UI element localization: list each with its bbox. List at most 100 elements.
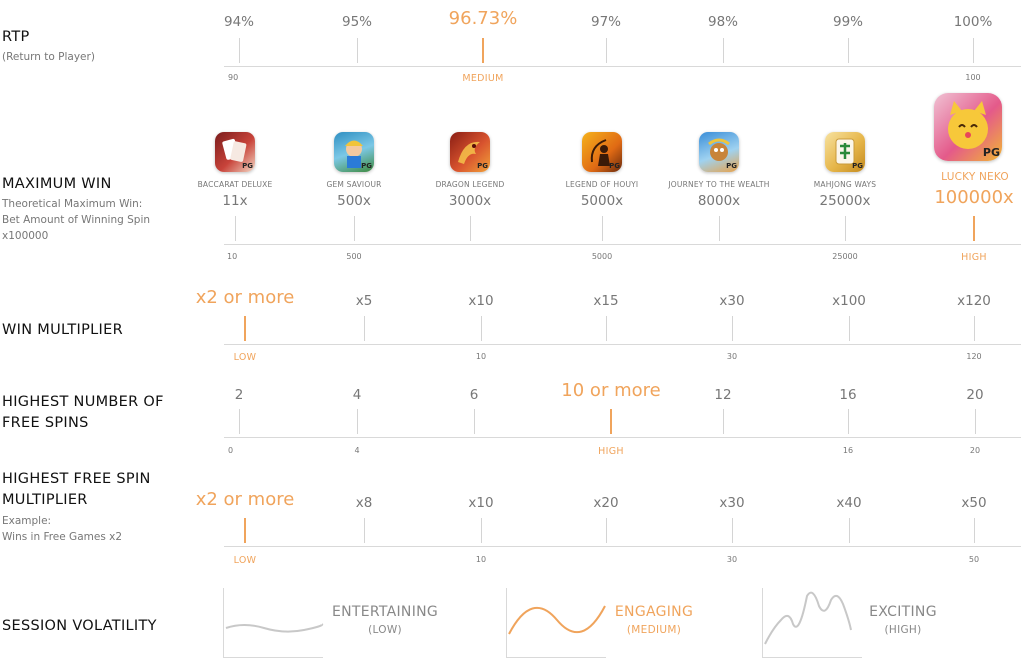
- win-multiplier-tick: [364, 316, 365, 341]
- lucky-neko-icon[interactable]: PG: [934, 93, 1002, 161]
- dragon-legend-icon[interactable]: PG: [450, 132, 490, 172]
- win-multiplier-value: x10: [468, 293, 494, 309]
- free-spin-multiplier-value: x20: [593, 495, 619, 511]
- game-name: JOURNEY TO THE WEALTH: [668, 180, 770, 189]
- win-multiplier-value: x5: [355, 293, 373, 309]
- game-name: LEGEND OF HOUYI: [565, 180, 639, 189]
- max-win-tick: [235, 216, 236, 241]
- rtp-scale-label: 90: [228, 73, 239, 82]
- free-spin-multiplier-tick-highlight: [244, 518, 246, 543]
- free-spin-multiplier-title-line: HIGHEST FREE SPIN: [2, 471, 151, 487]
- win-multiplier-tick: [732, 316, 733, 341]
- rtp-value: 98%: [707, 14, 739, 30]
- game-name-highlight: LUCKY NEKO: [941, 171, 1009, 183]
- win-multiplier-baseline: [224, 344, 1021, 345]
- journey-to-the-wealth-icon[interactable]: PG: [699, 132, 739, 172]
- free-spins-value: 12: [714, 387, 732, 403]
- max-win-scale-label: 10: [227, 252, 238, 261]
- max-win-value: 3000x: [448, 193, 492, 209]
- max-win-value: 5000x: [580, 193, 624, 209]
- free-spins-title-line: FREE SPINS: [2, 415, 89, 431]
- free-spins-scale-label: 20: [969, 446, 981, 455]
- free-spin-multiplier-tick: [732, 518, 733, 543]
- free-spin-multiplier-tick: [481, 518, 482, 543]
- free-spins-tick: [474, 409, 475, 434]
- max-win-subtitle-line: Bet Amount of Winning Spin: [2, 214, 151, 226]
- win-multiplier-value-highlight: x2 or more: [195, 287, 295, 308]
- free-spin-multiplier-subtitle-line: Example:: [2, 515, 52, 527]
- free-spins-value: 16: [839, 387, 857, 403]
- free-spin-multiplier-scale-label: 50: [968, 555, 980, 564]
- free-spin-multiplier-subtitle-line: Wins in Free Games x2: [2, 531, 123, 543]
- rtp-value: 94%: [223, 14, 255, 30]
- rtp-tick: [973, 38, 974, 63]
- gem-saviour-icon[interactable]: PG: [334, 132, 374, 172]
- rtp-scale-label: 100: [965, 73, 981, 82]
- rtp-tick: [606, 38, 607, 63]
- free-spin-multiplier-value: x30: [719, 495, 745, 511]
- rtp-tick: [239, 38, 240, 63]
- game-name: MAHJONG WAYS: [813, 180, 877, 189]
- free-spins-tick: [357, 409, 358, 434]
- volatility-low-graph: [223, 588, 324, 658]
- max-win-scale-label: 5000: [591, 252, 613, 261]
- win-multiplier-scale-label: 10: [475, 352, 487, 361]
- win-multiplier-scale-label-highlight: LOW: [233, 352, 257, 363]
- win-multiplier-title: WIN MULTIPLIER: [2, 322, 123, 338]
- rtp-title: RTP: [2, 29, 30, 45]
- win-multiplier-tick-highlight: [244, 316, 246, 341]
- win-multiplier-value: x30: [719, 293, 745, 309]
- free-spin-multiplier-tick: [849, 518, 850, 543]
- high-wave-icon: [764, 591, 852, 645]
- game-name: DRAGON LEGEND: [435, 180, 505, 189]
- win-multiplier-tick: [974, 316, 975, 341]
- free-spin-multiplier-baseline: [224, 546, 1021, 547]
- max-win-value: 8000x: [697, 193, 741, 209]
- volatility-option-level-highlight: (MEDIUM): [626, 624, 682, 636]
- max-win-tick: [719, 216, 720, 241]
- free-spin-multiplier-title-line: MULTIPLIER: [2, 492, 88, 508]
- free-spins-baseline: [224, 437, 1021, 438]
- baccarat-deluxe-icon[interactable]: PG: [215, 132, 255, 172]
- rtp-scale-label-highlight: MEDIUM: [462, 73, 504, 84]
- win-multiplier-value: x100: [832, 293, 866, 309]
- win-multiplier-scale-label: 30: [726, 352, 738, 361]
- win-multiplier-tick: [481, 316, 482, 341]
- free-spins-tick: [975, 409, 976, 434]
- free-spins-value: 20: [966, 387, 984, 403]
- free-spin-multiplier-tick: [974, 518, 975, 543]
- rtp-tick: [848, 38, 849, 63]
- rtp-tick: [723, 38, 724, 63]
- volatility-title: SESSION VOLATILITY: [2, 618, 157, 634]
- free-spin-multiplier-tick: [364, 518, 365, 543]
- free-spin-multiplier-scale-label-highlight: LOW: [233, 555, 257, 566]
- free-spin-multiplier-value: x8: [355, 495, 373, 511]
- free-spins-tick: [723, 409, 724, 434]
- max-win-tick-highlight: [973, 216, 975, 241]
- legend-of-houyi-icon[interactable]: PG: [582, 132, 622, 172]
- max-win-value: 500x: [337, 193, 371, 209]
- max-win-value: 25000x: [819, 193, 871, 209]
- rtp-value: 97%: [590, 14, 622, 30]
- medium-wave-icon: [508, 605, 606, 635]
- mahjong-ways-icon[interactable]: PG: [825, 132, 865, 172]
- max-win-baseline: [224, 244, 1021, 245]
- rtp-baseline: [224, 66, 1021, 67]
- volatility-high-graph: [762, 588, 862, 658]
- rtp-value: 100%: [953, 14, 993, 30]
- rtp-tick-highlight: [482, 38, 484, 63]
- rtp-tick: [357, 38, 358, 63]
- free-spins-value: 2: [234, 387, 244, 403]
- free-spin-multiplier-value-highlight: x2 or more: [195, 489, 295, 510]
- free-spins-value: 4: [352, 387, 362, 403]
- win-multiplier-tick: [849, 316, 850, 341]
- max-win-tick: [470, 216, 471, 241]
- win-multiplier-tick: [606, 316, 607, 341]
- free-spins-value-highlight: 10 or more: [561, 380, 661, 401]
- win-multiplier-value: x15: [593, 293, 619, 309]
- max-win-title: MAXIMUM WIN: [2, 176, 112, 192]
- free-spins-tick: [239, 409, 240, 434]
- max-win-scale-label: 500: [346, 252, 362, 261]
- volatility-medium-graph: [506, 588, 606, 658]
- volatility-option-name: EXCITING: [869, 604, 937, 620]
